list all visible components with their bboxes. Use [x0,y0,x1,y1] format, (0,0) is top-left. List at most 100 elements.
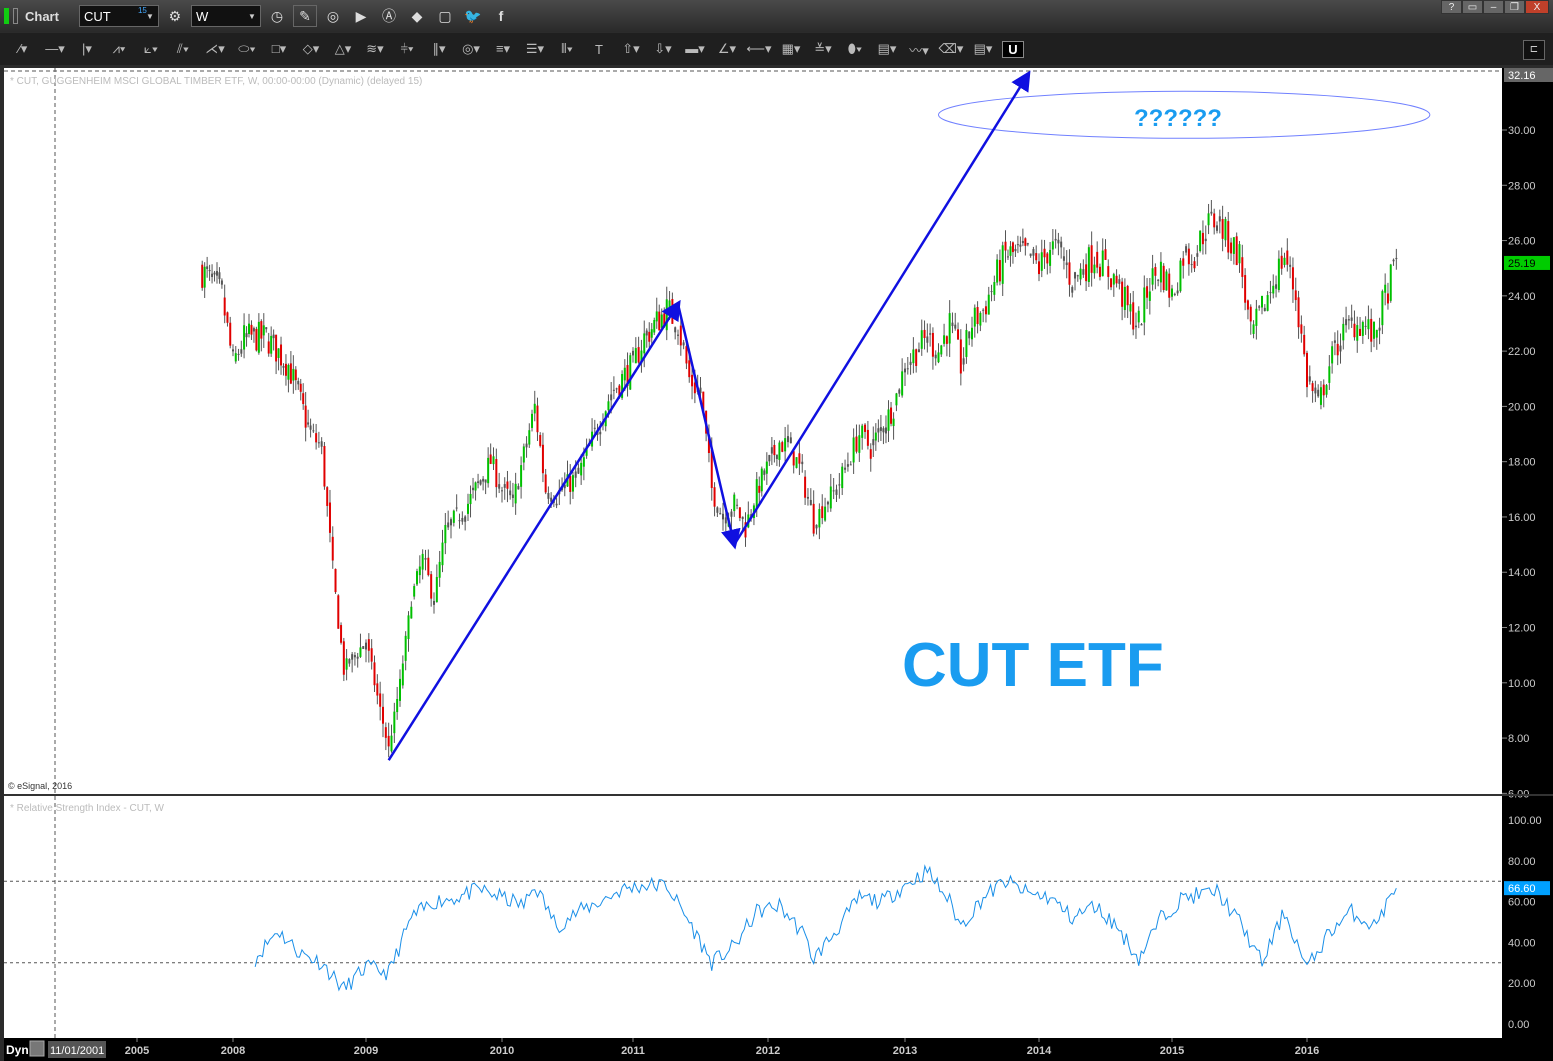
candle-body [1291,267,1294,290]
candle-body [979,312,982,326]
link-indicator-icon[interactable] [13,8,18,24]
candle-body [887,409,890,431]
parallel-tool-icon[interactable]: ∥▾ [432,41,446,56]
moe-tool-icon[interactable]: ≚▾ [814,41,832,56]
candle-body [1319,387,1322,405]
text-tool-icon[interactable]: T [595,41,603,57]
close-button[interactable]: X [1525,0,1549,14]
window-menu-button[interactable]: ▭ [1462,0,1483,14]
candle-body [1157,279,1160,281]
minimize-button[interactable]: – [1483,0,1504,14]
fibonacci-tool-icon[interactable]: ≡▾ [495,41,511,56]
angle-tool-icon[interactable]: ∠▾ [717,41,737,56]
arrow-down-tool-icon[interactable]: ⇩▾ [654,41,672,56]
dyn-mode-label[interactable]: Dyn [6,1043,29,1057]
candle-body [699,387,702,394]
candle-body [858,435,861,453]
grid-tool-icon[interactable]: ▦▾ [781,41,801,56]
alert-icon[interactable]: Ⓐ [381,8,396,24]
candle-body [615,388,618,390]
time-tick-label: 2013 [893,1045,917,1057]
horizontal-line-tool-icon[interactable]: —▾ [45,41,65,56]
line-tool-icon[interactable]: ⁄▾ [18,41,28,56]
candle-body [861,425,864,438]
pin-icon[interactable]: ⊏ [1523,40,1545,60]
interval-select[interactable]: W ▼ [190,5,261,27]
candle-body [607,401,610,411]
candle-body [801,461,804,465]
price-tick-label: 24.00 [1508,291,1536,303]
rectangle-tool-icon[interactable]: □▾ [271,41,287,56]
candle-body [1021,240,1024,244]
facebook-icon[interactable]: f [498,8,504,24]
vertical-lines-tool-icon[interactable]: ⦀▾ [560,41,574,56]
twitter-icon[interactable]: 🐦 [464,7,482,24]
help-button[interactable]: ? [1441,0,1462,14]
study-icon[interactable]: ◎ [326,7,340,24]
candle-body [373,662,376,686]
comment-icon[interactable]: ▢ [438,7,452,24]
bar-tool-icon[interactable]: ▬▾ [685,41,705,56]
candle-body [482,478,485,482]
cycle-tool-icon[interactable]: ⫩▾ [400,41,414,56]
candle-body [1051,241,1054,250]
candle-body [1118,279,1121,284]
wave-tool-icon[interactable]: 〰▾ [909,42,929,58]
candle-body [489,454,492,464]
pencil-icon[interactable]: ✎ [292,5,317,27]
gear-icon[interactable]: ⚙ [168,7,182,24]
lock-icon[interactable] [29,1040,45,1057]
channel-tool-icon[interactable]: ≋▾ [366,41,384,56]
notes-tool-icon[interactable]: ▤▾ [973,41,993,56]
candle-body [770,447,773,454]
arrow-up-tool-icon[interactable]: ⇧▾ [622,41,640,56]
candle-body [1308,376,1311,382]
zigzag-tool-icon[interactable]: ⩘▾ [112,41,126,56]
triangle-tool-icon[interactable]: △▾ [334,41,352,56]
candle-body [643,333,646,354]
candle-body [234,353,237,362]
play-icon[interactable]: ▶ [355,7,367,24]
diamond-tool-icon[interactable]: ◇▾ [302,41,320,56]
ellipse-tool-icon[interactable]: ⬭▾ [238,41,256,56]
candle-body [323,446,326,487]
candle-body [1154,267,1157,276]
price-tick-label: 28.00 [1508,180,1536,192]
oval-tool-icon[interactable]: ⬮▾ [847,41,863,56]
circles-tool-icon[interactable]: ◎▾ [462,41,480,56]
price-tick-label: 20.00 [1508,401,1536,413]
candle-body [294,369,297,381]
chart-area[interactable]: 6.008.0010.0012.0014.0016.0018.0020.0022… [4,68,1553,1061]
candle-body [1207,213,1210,226]
vertical-line-tool-icon[interactable]: |▾ [82,41,92,56]
eraser-tool-icon[interactable]: ⌫▾ [938,41,964,56]
retrace-tool-icon[interactable]: ⟵▾ [746,41,772,56]
candle-body [629,355,632,390]
candle-body [768,454,771,462]
magnet-tool-icon[interactable]: U [1002,40,1024,58]
candle-body [1336,343,1339,356]
candle-body [1384,284,1387,293]
link-indicator-icon[interactable] [4,8,9,24]
candle-body [1375,329,1378,338]
restore-button[interactable]: ❐ [1504,0,1525,14]
candle-body [934,354,937,359]
candle-body [1392,259,1395,262]
candle-body [959,339,962,374]
candle-body [501,490,503,492]
pti-tool-icon[interactable]: ▤▾ [877,41,897,56]
link-icon[interactable]: ◆ [411,7,423,24]
fan-tool-icon[interactable]: ⟀▾ [143,41,159,56]
pitchfork-tool-icon[interactable]: ⫽▾ [176,41,190,56]
candle-body [1071,287,1074,293]
candle-body [384,727,387,738]
candle-body [682,342,685,346]
symbol-input[interactable]: CUT 15 ▼ [78,5,159,27]
candle-body [265,327,268,330]
rsi-tick-label: 100.00 [1508,815,1542,827]
lines-tool-icon[interactable]: ☰▾ [525,41,545,56]
candle-body [359,647,362,657]
gann-fan-tool-icon[interactable]: ⋌▾ [205,41,225,56]
clock-icon[interactable]: ◷ [270,7,284,24]
candle-body [990,291,993,293]
